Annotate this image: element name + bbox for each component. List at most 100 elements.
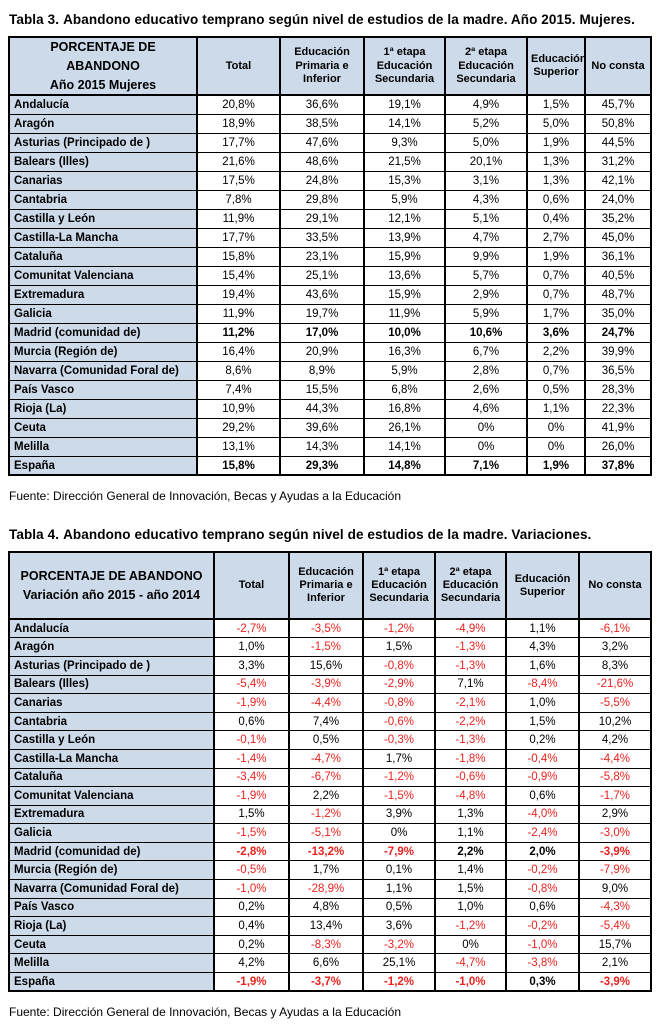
- region-label: Murcia (Región de): [8, 860, 215, 881]
- value-cell: 0,7%: [526, 284, 586, 305]
- region-label: Cataluña: [8, 246, 198, 267]
- column-header: 1ª etapa Educación Secundaria: [363, 36, 446, 97]
- value-cell: 0,6%: [213, 711, 290, 732]
- value-cell: 15,3%: [363, 170, 446, 191]
- table3-corner-cell: PORCENTAJE DE ABANDONO Año 2015 Mujeres: [8, 36, 198, 97]
- value-cell: 1,0%: [505, 693, 580, 713]
- value-cell: 24,8%: [279, 170, 365, 191]
- value-cell: 0,4%: [213, 916, 290, 936]
- region-label: Castilla y León: [8, 730, 215, 750]
- value-cell: 14,3%: [279, 436, 365, 457]
- value-cell: 15,8%: [196, 455, 281, 476]
- region-label: Extremadura: [8, 804, 215, 825]
- value-cell: 10,9%: [196, 398, 281, 419]
- value-cell: 1,7%: [362, 748, 436, 769]
- value-cell: 4,6%: [444, 398, 528, 419]
- value-cell: -2,1%: [434, 693, 507, 713]
- table4-title-text: Abandono educativo temprano según nivel …: [63, 527, 592, 543]
- value-cell: 0,3%: [505, 972, 580, 992]
- value-cell: 0,6%: [526, 189, 586, 210]
- value-cell: 5,1%: [444, 208, 528, 229]
- value-cell: 9,0%: [578, 879, 652, 899]
- value-cell: 24,0%: [584, 189, 652, 210]
- value-cell: 0,5%: [526, 379, 586, 400]
- value-cell: 16,8%: [363, 398, 446, 419]
- value-cell: 1,7%: [526, 303, 586, 324]
- region-label: Navarra (Comunidad Foral de): [8, 879, 215, 899]
- value-cell: 2,7%: [526, 227, 586, 248]
- value-cell: 8,9%: [279, 360, 365, 381]
- value-cell: -7,9%: [362, 841, 436, 862]
- table4-section: Tabla 4. Abandono educativo temprano segú…: [8, 527, 652, 1019]
- value-cell: 44,3%: [279, 398, 365, 419]
- table3-corner-line1: PORCENTAJE DE ABANDONO: [50, 40, 156, 73]
- region-label: Andalucía: [8, 618, 215, 639]
- value-cell: -1,5%: [362, 786, 436, 806]
- region-label: Rioja (La): [8, 398, 198, 419]
- value-cell: -3,9%: [578, 841, 652, 862]
- value-cell: 12,1%: [363, 208, 446, 229]
- value-cell: -28,9%: [288, 879, 364, 899]
- value-cell: -1,8%: [434, 748, 507, 769]
- value-cell: 45,7%: [584, 94, 652, 115]
- value-cell: -2,8%: [213, 841, 290, 862]
- column-header: No consta: [578, 551, 652, 621]
- value-cell: 21,6%: [196, 151, 281, 172]
- value-cell: 33,5%: [279, 227, 365, 248]
- value-cell: 25,1%: [362, 953, 436, 974]
- table-row: País Vasco 7,4% 15,5% 6,8% 2,6% 0,5% 28,3%: [8, 379, 652, 400]
- value-cell: 11,9%: [363, 303, 446, 324]
- value-cell: -2,2%: [434, 711, 507, 732]
- value-cell: 4,3%: [505, 637, 580, 657]
- value-cell: 1,4%: [434, 860, 507, 881]
- value-cell: 20,8%: [196, 94, 281, 115]
- table-row: Balears (Illes) -5,4% -3,9% -2,9% 7,1% -8,4% -…: [8, 674, 652, 695]
- value-cell: -3,2%: [362, 934, 436, 955]
- value-cell: -6,1%: [578, 618, 652, 639]
- value-cell: 36,1%: [584, 246, 652, 267]
- value-cell: -1,3%: [434, 637, 507, 657]
- value-cell: -1,2%: [434, 916, 507, 936]
- table3-source-note: Fuente: Dirección General de Innovación,…: [9, 489, 402, 504]
- value-cell: 3,3%: [213, 655, 290, 676]
- value-cell: 0,2%: [213, 897, 290, 918]
- value-cell: 0,5%: [362, 897, 436, 918]
- value-cell: 17,7%: [196, 227, 281, 248]
- value-cell: 0,7%: [526, 265, 586, 286]
- value-cell: 14,8%: [363, 455, 446, 476]
- table-row: Cataluña 15,8% 23,1% 15,9% 9,9% 1,9% 36,1%: [8, 246, 652, 267]
- value-cell: 1,9%: [526, 246, 586, 267]
- value-cell: -0,6%: [362, 711, 436, 732]
- region-label: País Vasco: [8, 897, 215, 918]
- region-label: Balears (Illes): [8, 674, 215, 695]
- value-cell: -4,4%: [578, 748, 652, 769]
- value-cell: -3,0%: [578, 823, 652, 843]
- table-row: Ceuta 0,2% -8,3% -3,2% 0% -1,0% 15,7%: [8, 934, 652, 955]
- value-cell: 5,9%: [444, 303, 528, 324]
- table3-title-text: Abandono educativo temprano según nivel …: [63, 12, 636, 27]
- value-cell: 1,9%: [526, 455, 586, 476]
- value-cell: 7,1%: [444, 455, 528, 476]
- value-cell: -1,9%: [213, 972, 290, 992]
- region-label: Castilla y León: [8, 208, 198, 229]
- table4-header: PORCENTAJE DE ABANDONO Variación año 201…: [8, 551, 652, 621]
- value-cell: 21,5%: [363, 151, 446, 172]
- value-cell: 0%: [526, 417, 586, 438]
- value-cell: 7,4%: [288, 711, 364, 732]
- value-cell: 3,2%: [578, 637, 652, 657]
- value-cell: -1,2%: [362, 972, 436, 992]
- value-cell: 18,9%: [196, 113, 281, 134]
- column-header: Total: [213, 551, 290, 621]
- value-cell: 11,9%: [196, 208, 281, 229]
- value-cell: -0,1%: [213, 730, 290, 750]
- value-cell: 17,0%: [279, 322, 365, 343]
- value-cell: 0,6%: [505, 897, 580, 918]
- region-label: Cataluña: [8, 767, 215, 788]
- table3-header: PORCENTAJE DE ABANDONO Año 2015 Mujeres …: [8, 36, 652, 97]
- column-header: No consta: [584, 36, 652, 97]
- column-header: Total: [196, 36, 281, 97]
- region-label: Madrid (comunidad de): [8, 322, 198, 343]
- value-cell: 5,2%: [444, 113, 528, 134]
- value-cell: 0,4%: [526, 208, 586, 229]
